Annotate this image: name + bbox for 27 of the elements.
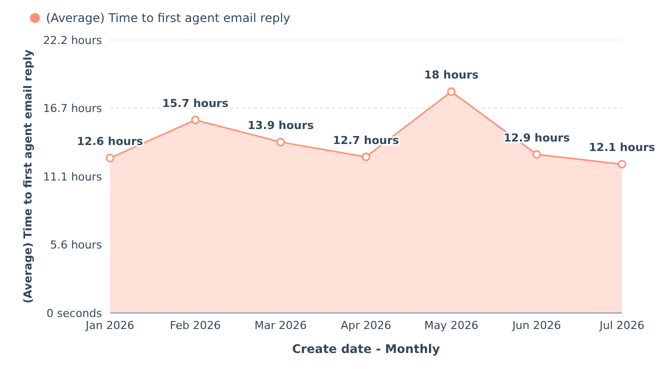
legend-label: (Average) Time to first agent email reply [45, 11, 290, 25]
x-tick-label: Jul 2026 [598, 318, 644, 332]
data-label: 12.6 hours [76, 135, 144, 148]
point [106, 154, 114, 162]
point [447, 87, 456, 96]
x-tick-label: Jun 2026 [511, 318, 562, 332]
point [532, 150, 541, 159]
x-tick-label: Jan 2026 [84, 318, 134, 332]
data-label: 13.9 hours [248, 119, 314, 132]
x-tick-label: May 2026 [424, 318, 478, 332]
data-label: 18 hours [424, 68, 479, 82]
point [618, 160, 626, 168]
y-tick-label: 11.1 hours [43, 170, 102, 184]
x-axis-title: Create date - Monthly [292, 342, 440, 356]
data-label: 12.1 hours [588, 141, 656, 154]
x-tick-label: Feb 2026 [170, 318, 221, 332]
y-tick-label: 5.6 hours [50, 238, 102, 252]
data-label: 15.7 hours [162, 96, 229, 110]
x-tick-label: Apr 2026 [340, 318, 392, 332]
y-tick-label: 22.2 hours [43, 34, 102, 47]
y-tick-label: 0 seconds [46, 306, 102, 320]
point [191, 116, 200, 124]
point [276, 138, 285, 146]
y-tick-label: 16.7 hours [43, 102, 102, 116]
x-tick-label: Mar 2026 [254, 318, 307, 332]
y-axis-title: (Average) Time to first agent email reply [22, 50, 34, 304]
point [362, 152, 370, 162]
